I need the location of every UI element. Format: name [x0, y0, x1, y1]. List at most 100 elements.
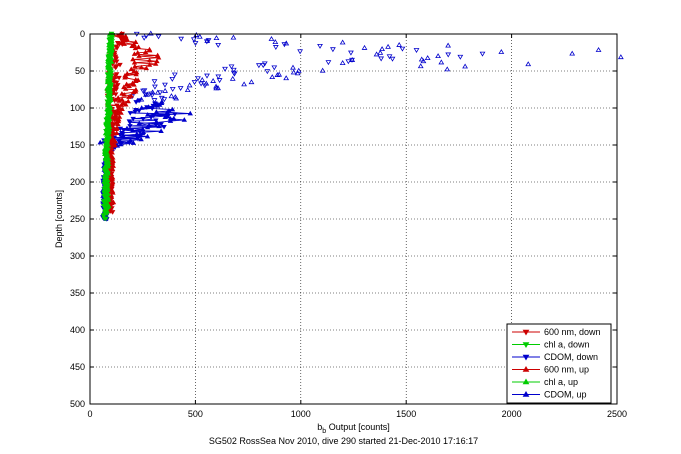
data-point — [294, 70, 301, 76]
data-point — [154, 89, 161, 95]
data-point — [205, 38, 212, 44]
data-point — [151, 98, 158, 104]
data-point — [178, 36, 185, 42]
data-point — [215, 42, 222, 48]
data-point — [169, 87, 176, 92]
y-axis-label: Depth [counts] — [54, 190, 64, 248]
data-point — [325, 60, 332, 66]
data-point — [268, 35, 275, 41]
footer-caption: SG502 RossSea Nov 2010, dive 290 started… — [209, 436, 478, 446]
legend-label: 600 nm, down — [544, 327, 601, 337]
x-tick-label: 2500 — [607, 409, 627, 419]
y-tick-label: 200 — [70, 177, 85, 187]
data-point — [210, 78, 217, 83]
data-point — [373, 51, 380, 57]
data-point — [230, 67, 237, 73]
y-tick-label: 350 — [70, 288, 85, 298]
data-point — [229, 75, 236, 81]
data-point — [199, 77, 206, 82]
y-tick-label: 100 — [70, 103, 85, 113]
data-point — [151, 79, 158, 85]
data-point — [438, 59, 445, 65]
data-point — [152, 84, 158, 90]
data-point — [140, 88, 146, 94]
data-point — [595, 46, 602, 52]
x-tick-label: 1000 — [291, 409, 311, 419]
series-cdom-up — [97, 30, 624, 221]
legend: 600 nm, down chl a, down CDOM, down 600 nm,… — [506, 323, 612, 404]
data-point — [241, 81, 247, 87]
data-point — [389, 56, 396, 62]
data-point — [149, 89, 156, 95]
y-tick-label: 450 — [70, 362, 85, 372]
data-point — [290, 64, 296, 70]
y-tick-label: 150 — [70, 140, 85, 150]
data-point — [138, 96, 145, 102]
data-point — [228, 64, 235, 70]
data-point — [462, 63, 468, 69]
legend-label: CDOM, up — [544, 390, 587, 400]
data-points — [97, 30, 624, 222]
data-point — [213, 35, 220, 41]
x-axis-label-rest: Output [counts] — [326, 422, 390, 432]
data-point — [290, 69, 297, 75]
data-point — [213, 85, 220, 91]
data-point — [339, 60, 346, 65]
data-point — [147, 30, 154, 36]
series-segment — [170, 119, 185, 122]
y-tick-label: 300 — [70, 251, 85, 261]
series-segment — [126, 128, 143, 130]
series-segment — [147, 125, 160, 128]
series-segment — [129, 119, 156, 122]
data-point — [231, 71, 238, 77]
y-tick-label: 50 — [75, 66, 85, 76]
data-point — [195, 76, 201, 82]
data-point — [186, 82, 193, 88]
y-tick-label: 0 — [80, 29, 85, 39]
x-axis-label: bb Output [counts] — [317, 422, 389, 435]
data-point — [330, 47, 336, 53]
data-point — [479, 51, 486, 57]
data-point — [162, 87, 168, 93]
x-axis-label-subscript: b — [322, 428, 326, 435]
data-point — [192, 41, 199, 47]
series-segment — [143, 130, 162, 133]
series-segment — [141, 107, 173, 110]
legend-marker — [522, 378, 530, 385]
series-segment — [139, 122, 157, 124]
data-point — [417, 63, 424, 69]
series-segment — [147, 114, 168, 117]
data-point — [349, 57, 356, 62]
series-segment — [111, 137, 142, 140]
data-point — [264, 69, 271, 75]
legend-label: CDOM, down — [544, 352, 598, 362]
y-tick-label: 400 — [70, 325, 85, 335]
data-point — [317, 43, 323, 49]
data-point — [193, 32, 200, 37]
data-point — [161, 97, 168, 103]
data-point — [569, 50, 576, 56]
legend-marker — [522, 342, 530, 348]
data-point — [173, 95, 180, 101]
data-point — [378, 56, 385, 62]
legend-marker — [522, 366, 530, 372]
data-point — [617, 54, 624, 60]
data-point — [104, 208, 110, 213]
data-point — [379, 46, 386, 52]
data-point — [272, 39, 279, 45]
data-point — [230, 34, 237, 40]
data-point — [457, 54, 464, 60]
series-segment — [135, 47, 150, 51]
legend-marker — [522, 329, 530, 336]
data-point — [283, 75, 290, 81]
data-point — [248, 79, 255, 85]
data-point — [155, 34, 162, 40]
series-chl-a-up — [101, 31, 115, 213]
legend-marker — [522, 391, 530, 397]
data-point — [269, 74, 276, 80]
data-point — [134, 97, 141, 103]
data-point — [424, 55, 431, 61]
series-segment — [138, 55, 159, 59]
data-point — [204, 37, 211, 43]
